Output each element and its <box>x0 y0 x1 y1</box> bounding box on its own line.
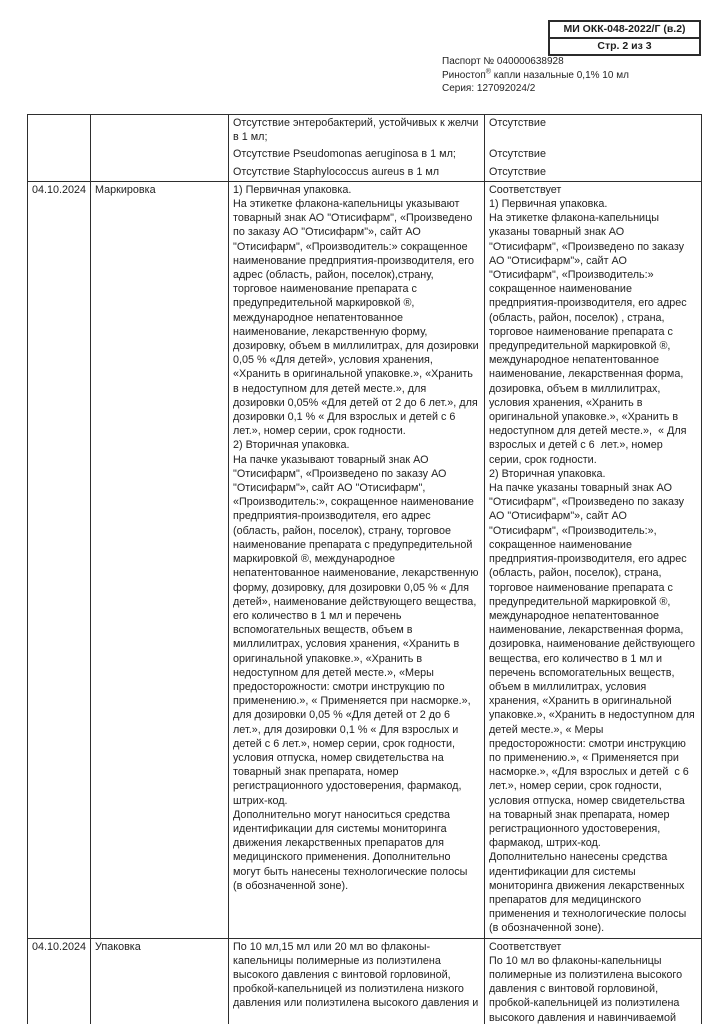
requirement-cell: Отсутствие энтеробактерий, устойчивых к … <box>228 114 485 147</box>
document-reference-box: МИ ОКК-048-2022/Г (в.2) Стр. 2 из 3 <box>548 20 701 56</box>
inspection-table: Отсутствие энтеробактерий, устойчивых к … <box>27 114 702 1024</box>
table-row-continued: Отсутствие Pseudomonas aeruginosa в 1 мл… <box>27 146 702 164</box>
result-cell: Соответствует По 10 мл во флаконы-капель… <box>484 937 702 1024</box>
date-cell <box>27 146 91 164</box>
page-number: Стр. 2 из 3 <box>550 37 699 54</box>
result-cell: Отсутствие <box>484 146 702 164</box>
parameter-cell: Упаковка <box>90 937 229 1024</box>
table-row-continued: Отсутствие энтеробактерий, устойчивых к … <box>27 114 702 147</box>
product-brand: Риностоп <box>442 69 486 81</box>
parameter-cell <box>90 114 229 147</box>
date-cell: 04.10.2024 <box>27 937 91 1024</box>
table-row-packaging: 04.10.2024 Упаковка По 10 мл,15 мл или 2… <box>27 937 702 1024</box>
product-description: капли назальные 0,1% 10 мл <box>490 69 629 81</box>
product-name-line: Риностоп® капли назальные 0,1% 10 мл <box>442 68 629 83</box>
passport-number-line: Паспорт № 040000638928 <box>442 56 564 67</box>
date-cell <box>27 114 91 147</box>
parameter-cell <box>90 146 229 164</box>
parameter-cell: Маркировка <box>90 180 229 939</box>
series-line: Серия: 127092024/2 <box>442 83 536 94</box>
registered-trademark-mark: ® <box>485 68 491 76</box>
result-cell: Соответствует 1) Первичная упаковка. На … <box>484 180 702 939</box>
parameter-cell <box>90 163 229 182</box>
result-cell: Отсутствие <box>484 163 702 182</box>
result-cell: Отсутствие <box>484 114 702 147</box>
doc-code: МИ ОКК-048-2022/Г (в.2) <box>563 23 686 35</box>
requirement-cell: Отсутствие Pseudomonas aeruginosa в 1 мл… <box>228 146 485 164</box>
requirement-cell: Отсутствие Staphylococcus aureus в 1 мл <box>228 163 485 182</box>
table-row-continued: Отсутствие Staphylococcus aureus в 1 мл … <box>27 163 702 182</box>
passport-meta: Паспорт № 040000638928 Риностоп® капли н… <box>442 55 629 96</box>
table-row-marking: 04.10.2024 Маркировка 1) Первичная упако… <box>27 180 702 939</box>
date-cell: 04.10.2024 <box>27 180 91 939</box>
date-cell <box>27 163 91 182</box>
requirement-cell: 1) Первичная упаковка. На этикетке флако… <box>228 180 485 939</box>
requirement-cell: По 10 мл,15 мл или 20 мл во флаконы-капе… <box>228 937 485 1024</box>
